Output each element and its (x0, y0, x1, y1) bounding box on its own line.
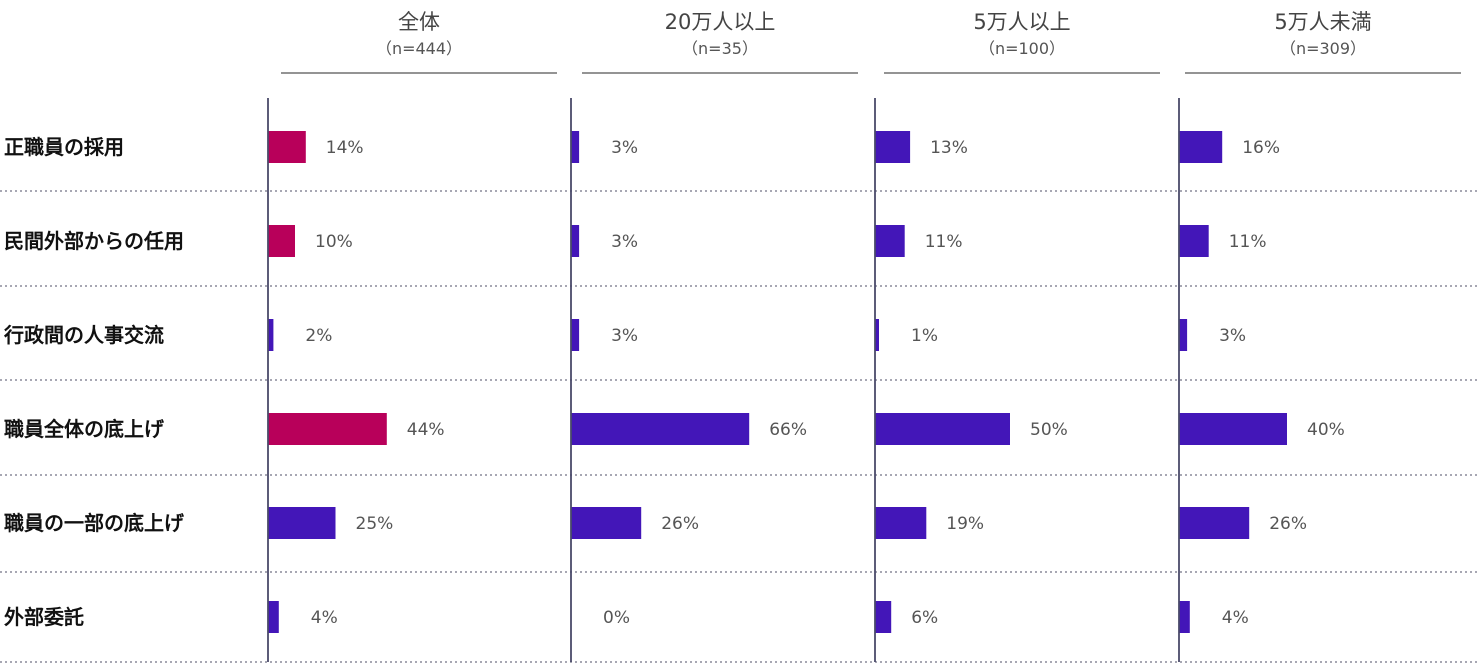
bar (875, 225, 905, 257)
bar (268, 131, 306, 163)
data-label: 0% (603, 608, 630, 628)
data-label: 26% (1269, 514, 1307, 534)
data-label: 19% (946, 514, 984, 534)
data-label: 14% (326, 138, 364, 158)
bar (268, 225, 295, 257)
bar (268, 413, 387, 445)
bar (1179, 413, 1287, 445)
data-label: 40% (1307, 420, 1345, 440)
data-label: 44% (407, 420, 445, 440)
panel-title: 5万人未満 (1274, 10, 1371, 34)
data-label: 6% (911, 608, 938, 628)
data-label: 11% (925, 232, 963, 252)
bar (268, 601, 279, 633)
row-label: 職員の一部の底上げ (4, 511, 185, 535)
bar (1179, 319, 1188, 351)
bar (875, 319, 879, 351)
bar (571, 319, 580, 351)
panel-title: 全体 (398, 10, 440, 34)
data-label: 3% (611, 138, 638, 158)
data-label: 2% (305, 326, 332, 346)
data-label: 66% (769, 420, 807, 440)
data-label: 3% (611, 232, 638, 252)
bar (875, 507, 927, 539)
data-label: 4% (311, 608, 338, 628)
bar (875, 601, 892, 633)
bar (1179, 131, 1223, 163)
bar (571, 225, 580, 257)
data-label: 11% (1229, 232, 1267, 252)
data-label: 26% (661, 514, 699, 534)
data-label: 3% (611, 326, 638, 346)
bar (268, 507, 336, 539)
data-label: 3% (1219, 326, 1246, 346)
panel-sample-size: （n=444） (376, 39, 462, 58)
data-label: 16% (1242, 138, 1280, 158)
data-label: 4% (1222, 608, 1249, 628)
panel-title: 20万人以上 (665, 10, 776, 34)
row-label: 正職員の採用 (4, 135, 124, 159)
bar (875, 131, 911, 163)
bar (571, 413, 750, 445)
data-label: 10% (315, 232, 353, 252)
data-label: 50% (1030, 420, 1068, 440)
data-label: 1% (911, 326, 938, 346)
bar (875, 413, 1010, 445)
row-label: 外部委託 (4, 605, 84, 629)
panel-sample-size: （n=35） (682, 39, 758, 58)
bar (1179, 507, 1250, 539)
row-label: 行政間の人事交流 (3, 323, 164, 347)
bar (571, 131, 580, 163)
bar (268, 319, 274, 351)
panel-sample-size: （n=100） (979, 39, 1065, 58)
data-label: 25% (356, 514, 394, 534)
panel-sample-size: （n=309） (1280, 39, 1366, 58)
panel-title: 5万人以上 (973, 10, 1070, 34)
row-label: 民間外部からの任用 (4, 229, 184, 253)
bar (1179, 225, 1209, 257)
row-label: 職員全体の底上げ (4, 417, 165, 441)
bar (1179, 601, 1190, 633)
data-label: 13% (930, 138, 968, 158)
bar (571, 507, 642, 539)
